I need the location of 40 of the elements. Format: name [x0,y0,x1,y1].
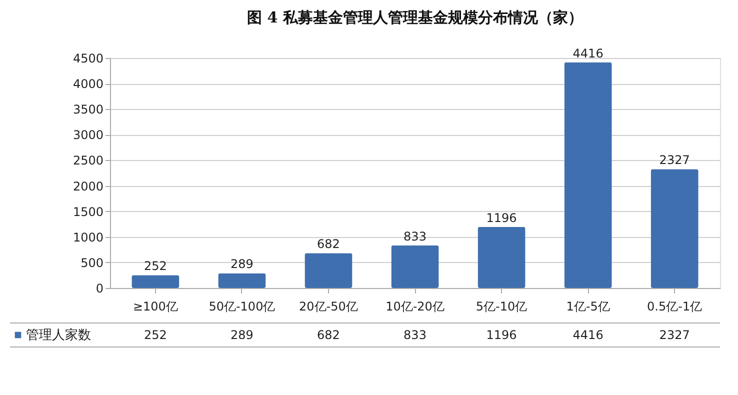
y-tick-label: 0 [96,282,104,296]
data-label: 1196 [486,210,517,225]
data-label: 4416 [572,46,604,60]
bar [650,169,698,288]
text: 682 [317,328,340,342]
y-tick-label: 4500 [72,52,104,66]
y-tick-label: 500 [80,256,104,270]
text: 289 [230,328,254,342]
data-label: 682 [317,237,340,252]
bar [304,253,352,288]
y-tick-label: 3500 [72,102,104,117]
y-tick-label: 1000 [72,230,104,244]
x-tick-label: 1亿-5亿 [566,300,610,314]
legend-label: 管理人家数 [26,327,91,343]
bar [391,245,439,288]
x-tick-label: ≥100亿 [132,300,178,314]
y-tick-label: 2000 [72,179,104,194]
x-tick-label: 50亿-100亿 [208,300,276,314]
bar [132,275,180,288]
chart-title: 图 4 私募基金管理人管理基金规模分布情况（家） [247,8,583,26]
bar [478,226,526,288]
bar [218,273,266,288]
x-tick-label: 0.5亿-1亿 [647,300,702,314]
text: 252 [144,328,167,342]
data-label: 2327 [659,153,690,168]
x-tick-label: 5亿-10亿 [476,300,528,314]
bar [564,62,612,288]
y-tick-label: 2500 [72,154,104,168]
data-label: 833 [404,229,426,244]
y-tick-label: 4000 [72,77,104,92]
text: 2327 [659,328,690,342]
text: 1196 [486,328,517,342]
x-tick-label: 20亿-50亿 [299,300,358,314]
y-tick-label: 3000 [72,128,104,142]
data-label: 289 [230,257,254,272]
text: 4416 [572,328,604,342]
data-label: 252 [144,259,167,274]
x-tick-label: 10亿-20亿 [386,300,444,314]
y-tick-label: 1500 [72,204,104,219]
text: 833 [404,328,426,342]
